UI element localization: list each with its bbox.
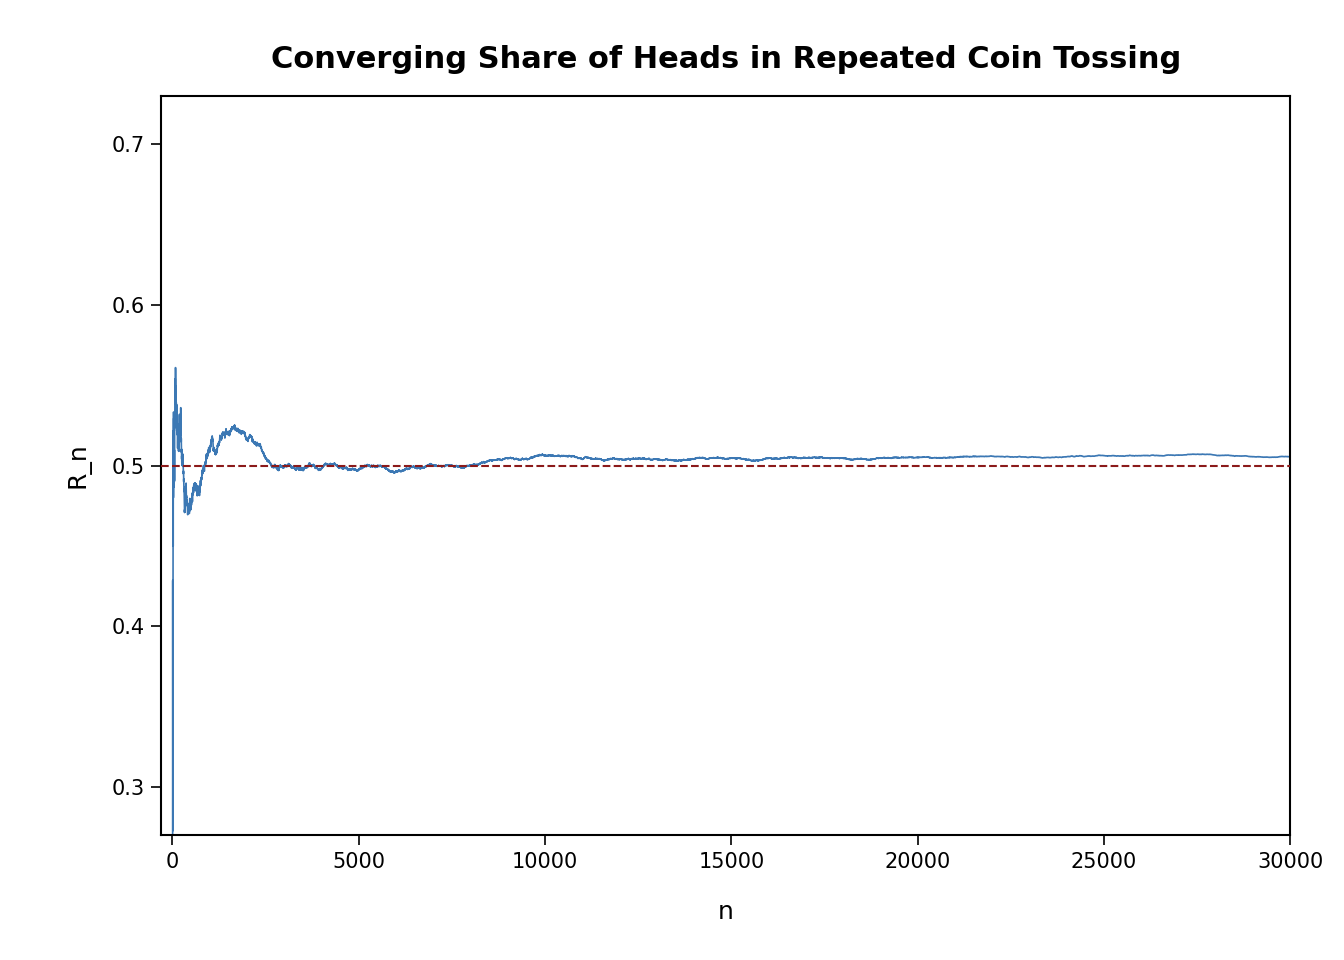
Title: Converging Share of Heads in Repeated Coin Tossing: Converging Share of Heads in Repeated Co… [270, 45, 1181, 74]
Y-axis label: R_n: R_n [67, 443, 90, 489]
X-axis label: n: n [718, 900, 734, 924]
